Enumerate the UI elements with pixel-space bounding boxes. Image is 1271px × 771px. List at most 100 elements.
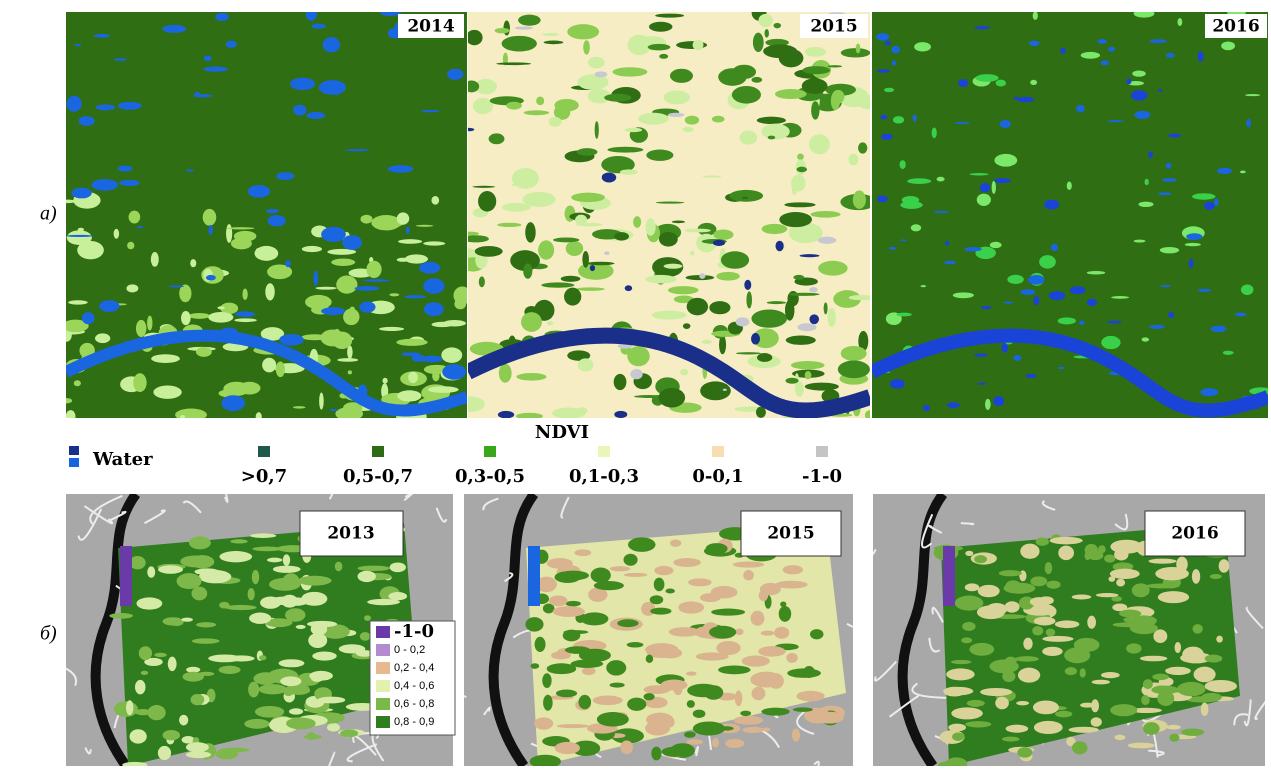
texture <box>126 284 138 292</box>
texture <box>421 110 439 112</box>
texture <box>206 275 216 281</box>
texture <box>1000 120 1011 128</box>
texture <box>577 148 598 156</box>
texture <box>571 193 605 203</box>
texture <box>954 122 970 124</box>
texture <box>937 177 945 182</box>
texture <box>614 411 627 418</box>
texture <box>792 728 800 741</box>
texture <box>312 24 326 29</box>
texture <box>594 581 624 590</box>
texture <box>177 573 202 589</box>
texture <box>884 41 890 46</box>
texture <box>736 317 750 326</box>
texture <box>645 275 677 284</box>
texture <box>141 671 148 675</box>
texture <box>876 33 889 41</box>
texture <box>953 292 974 298</box>
texture <box>574 549 591 556</box>
texture <box>204 56 212 61</box>
texture <box>1033 701 1059 715</box>
row-label: б) <box>40 623 57 645</box>
texture <box>762 224 788 234</box>
texture <box>1140 656 1167 662</box>
texture <box>285 260 291 267</box>
texture <box>693 40 704 51</box>
texture <box>388 592 407 600</box>
texture <box>1194 667 1216 683</box>
texture <box>849 295 875 300</box>
texture <box>579 695 592 709</box>
texture <box>740 711 751 717</box>
texture <box>948 724 966 732</box>
texture <box>786 378 799 384</box>
texture <box>818 237 837 244</box>
texture <box>965 583 980 591</box>
texture <box>1046 581 1060 589</box>
texture <box>219 602 229 609</box>
texture <box>1064 647 1090 663</box>
texture <box>684 229 711 233</box>
texture <box>624 573 648 577</box>
texture <box>780 601 786 607</box>
texture <box>662 747 690 757</box>
texture <box>644 693 655 700</box>
texture <box>1205 655 1223 663</box>
texture <box>1058 367 1065 369</box>
texture <box>186 751 211 758</box>
texture <box>793 275 804 280</box>
texture <box>712 116 725 123</box>
texture <box>307 112 326 119</box>
texture <box>661 680 688 691</box>
texture <box>478 191 496 212</box>
texture <box>1148 151 1153 158</box>
texture <box>151 354 180 363</box>
texture <box>1001 343 1008 353</box>
texture <box>614 232 629 240</box>
texture <box>796 691 824 702</box>
texture <box>947 402 960 408</box>
texture <box>1007 275 1023 284</box>
texture <box>495 28 510 34</box>
texture <box>421 356 443 363</box>
texture <box>733 716 763 725</box>
water-strip <box>943 546 955 606</box>
texture <box>588 57 605 69</box>
texture <box>969 643 994 656</box>
texture <box>687 700 695 708</box>
texture <box>793 707 813 712</box>
texture <box>1151 686 1178 695</box>
texture <box>154 653 166 657</box>
texture <box>1072 741 1087 754</box>
texture <box>838 360 870 378</box>
texture <box>1042 636 1073 642</box>
texture <box>612 67 647 76</box>
texture <box>283 554 290 566</box>
texture <box>735 690 743 706</box>
legend-swatch <box>69 458 79 467</box>
texture <box>768 673 784 688</box>
texture <box>1050 537 1083 544</box>
texture <box>181 618 193 622</box>
year-label: 2016 <box>1171 524 1218 544</box>
texture <box>595 121 599 139</box>
texture <box>686 739 703 745</box>
texture <box>1101 60 1109 65</box>
texture <box>977 383 986 385</box>
texture <box>646 655 654 663</box>
texture <box>683 323 691 329</box>
legend-label: 0-0,1 <box>692 466 743 487</box>
texture <box>742 727 763 733</box>
texture <box>315 287 337 290</box>
texture <box>1023 638 1032 650</box>
texture <box>1034 721 1063 734</box>
texture <box>999 570 1022 576</box>
texture <box>900 160 906 169</box>
legend-label: 0,2 - 0,4 <box>394 662 434 674</box>
texture <box>1149 325 1164 329</box>
texture <box>958 79 968 87</box>
texture <box>227 227 254 229</box>
texture <box>732 65 756 79</box>
texture <box>189 313 210 319</box>
texture <box>1020 544 1039 559</box>
